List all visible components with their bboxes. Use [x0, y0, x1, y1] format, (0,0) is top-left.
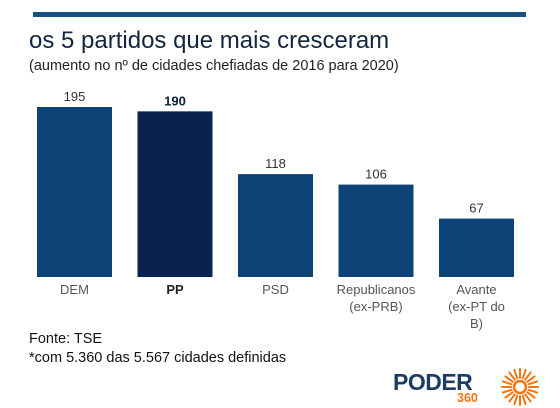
- bar-dem: [37, 107, 112, 277]
- category-label: PSD: [262, 282, 289, 297]
- value-label: 190: [164, 93, 186, 108]
- bar-pp: [137, 111, 213, 277]
- value-label: 195: [64, 89, 86, 104]
- bar-avante: [439, 218, 514, 277]
- category-label: PP: [166, 282, 184, 297]
- logo-wordmark: PODER: [393, 369, 473, 395]
- bar-psd: [238, 174, 313, 277]
- sun-icon: [501, 368, 539, 406]
- bar-republicanos: [338, 184, 414, 277]
- value-label: 106: [365, 167, 387, 182]
- category-label: Avante (ex-PT do B): [448, 282, 505, 331]
- logo-number: 360: [457, 391, 478, 405]
- data-note: *com 5.360 das 5.567 cidades definidas: [29, 350, 287, 366]
- source-note: Fonte: TSE: [29, 331, 103, 347]
- value-label: 118: [265, 156, 286, 171]
- chart-subtitle: (aumento no nº de cidades chefiadas de 2…: [29, 58, 399, 74]
- chart-title: os 5 partidos que mais cresceram: [29, 27, 390, 54]
- category-label: Republicanos (ex-PRB): [337, 282, 416, 314]
- poder360-logo: PODER 360: [393, 367, 543, 406]
- top-rule: [33, 12, 526, 17]
- value-label: 67: [469, 201, 483, 216]
- category-label: DEM: [60, 282, 89, 297]
- bar-chart: 195 DEM 190 PP 118 PSD 106 Republicanos (ex-PRB)…: [37, 89, 514, 331]
- chart-footer: Fonte: TSE *com 5.360 das 5.567 cidades …: [29, 330, 286, 368]
